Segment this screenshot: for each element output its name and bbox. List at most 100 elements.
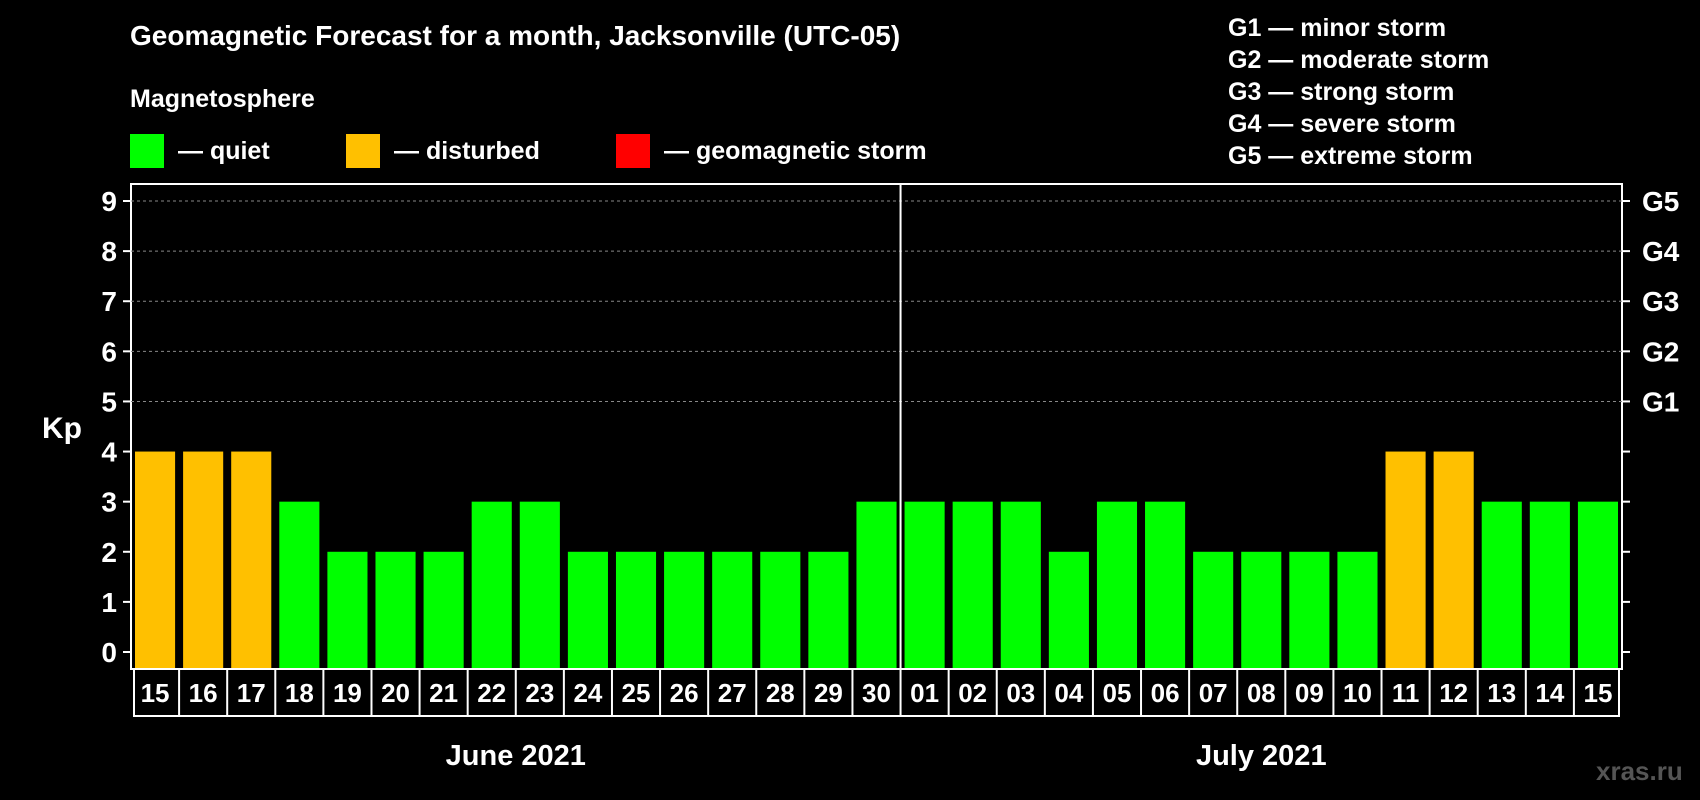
y-tick-label: 9 bbox=[101, 186, 117, 217]
kp-bar bbox=[1385, 451, 1426, 668]
legend-disturbed-label: — disturbed bbox=[394, 136, 540, 165]
legend-storm-swatch bbox=[616, 134, 650, 168]
x-tick-label: 18 bbox=[285, 678, 314, 708]
x-tick-label: 26 bbox=[670, 678, 699, 708]
storm-level-label: G1 bbox=[1642, 386, 1679, 417]
legend-disturbed-swatch bbox=[346, 134, 380, 168]
kp-bar bbox=[423, 551, 464, 668]
kp-bar bbox=[1433, 451, 1474, 668]
storm-scale-g1: G1 — minor storm bbox=[1228, 14, 1447, 42]
kp-bar bbox=[664, 551, 705, 668]
storm-level-label: G2 bbox=[1642, 336, 1679, 367]
legend-quiet: — quiet bbox=[130, 134, 270, 168]
kp-bar bbox=[183, 451, 224, 668]
y-tick-label: 0 bbox=[101, 637, 117, 668]
kp-bar bbox=[1337, 551, 1378, 668]
x-tick-label: 25 bbox=[622, 678, 651, 708]
chart-title: Geomagnetic Forecast for a month, Jackso… bbox=[130, 20, 901, 51]
y-tick-label: 2 bbox=[101, 537, 117, 568]
x-tick-label: 30 bbox=[862, 678, 891, 708]
kp-bar bbox=[952, 501, 993, 668]
kp-bar bbox=[135, 451, 176, 668]
y-axis-label: Kp bbox=[42, 412, 82, 445]
kp-bar bbox=[1145, 501, 1186, 668]
legend-storm-label: — geomagnetic storm bbox=[664, 136, 927, 165]
x-tick-label: 05 bbox=[1103, 678, 1132, 708]
kp-bar bbox=[760, 551, 801, 668]
legend-quiet-swatch bbox=[130, 134, 164, 168]
kp-bar bbox=[471, 501, 512, 668]
x-tick-label: 10 bbox=[1343, 678, 1372, 708]
kp-bar bbox=[327, 551, 368, 668]
kp-bar bbox=[1529, 501, 1570, 668]
kp-bar bbox=[519, 501, 560, 668]
legend-disturbed: — disturbed bbox=[346, 134, 540, 168]
legend-quiet-label: — quiet bbox=[178, 136, 270, 165]
x-tick-label: 08 bbox=[1247, 678, 1276, 708]
x-tick-label: 12 bbox=[1439, 678, 1468, 708]
x-tick-label: 14 bbox=[1535, 678, 1564, 708]
x-tick-label: 09 bbox=[1295, 678, 1324, 708]
storm-scale-legend: G1 — minor storm G2 — moderate storm G3 … bbox=[1228, 12, 1489, 172]
storm-level-label: G4 bbox=[1642, 236, 1680, 267]
kp-bar bbox=[1241, 551, 1282, 668]
storm-scale-g5: G5 — extreme storm bbox=[1228, 142, 1473, 170]
x-tick-label: 20 bbox=[381, 678, 410, 708]
x-tick-label: 22 bbox=[477, 678, 506, 708]
x-tick-label: 19 bbox=[333, 678, 362, 708]
storm-scale-g2: G2 — moderate storm bbox=[1228, 46, 1490, 74]
y-tick-label: 5 bbox=[101, 386, 117, 417]
storm-scale-g3: G3 — strong storm bbox=[1228, 78, 1455, 106]
x-tick-label: 24 bbox=[573, 678, 602, 708]
kp-bar bbox=[856, 501, 897, 668]
month-label: June 2021 bbox=[446, 740, 586, 772]
storm-scale-g4: G4 — severe storm bbox=[1228, 110, 1456, 138]
y-tick-label: 8 bbox=[101, 236, 117, 267]
kp-bar bbox=[1577, 501, 1618, 668]
kp-bar bbox=[1289, 551, 1330, 668]
date-row-frame bbox=[133, 668, 1620, 717]
y-tick-label: 6 bbox=[101, 336, 117, 367]
x-tick-label: 17 bbox=[237, 678, 266, 708]
x-tick-label: 21 bbox=[429, 678, 458, 708]
kp-bar bbox=[1048, 551, 1089, 668]
magnetosphere-label: Magnetosphere bbox=[130, 85, 315, 113]
kp-bar bbox=[615, 551, 657, 668]
x-tick-label: 15 bbox=[141, 678, 170, 708]
x-tick-label: 01 bbox=[910, 678, 939, 708]
storm-level-label: G5 bbox=[1642, 186, 1679, 217]
x-tick-label: 03 bbox=[1006, 678, 1035, 708]
kp-bar bbox=[567, 551, 608, 668]
x-tick-label: 23 bbox=[525, 678, 554, 708]
x-tick-label: 13 bbox=[1487, 678, 1516, 708]
legend-storm: — geomagnetic storm bbox=[616, 134, 927, 168]
kp-bar bbox=[904, 501, 945, 668]
x-tick-label: 15 bbox=[1583, 678, 1612, 708]
x-tick-label: 28 bbox=[766, 678, 795, 708]
x-tick-label: 29 bbox=[814, 678, 843, 708]
kp-bar bbox=[375, 551, 416, 668]
x-tick-label: 02 bbox=[958, 678, 987, 708]
storm-level-label: G3 bbox=[1642, 286, 1679, 317]
y-tick-label: 7 bbox=[101, 286, 117, 317]
kp-bar bbox=[1096, 501, 1138, 668]
kp-bar bbox=[279, 501, 320, 668]
x-tick-label: 04 bbox=[1054, 678, 1083, 708]
x-tick-label: 11 bbox=[1392, 678, 1420, 708]
kp-bar bbox=[808, 551, 849, 668]
y-tick-label: 4 bbox=[101, 437, 117, 468]
kp-bar bbox=[231, 451, 272, 668]
x-tick-label: 27 bbox=[718, 678, 747, 708]
kp-bar bbox=[1481, 501, 1522, 668]
watermark: xras.ru bbox=[1596, 756, 1683, 786]
kp-bar bbox=[1000, 501, 1041, 668]
kp-bar bbox=[712, 551, 753, 668]
month-label: July 2021 bbox=[1196, 740, 1327, 772]
kp-bar bbox=[1193, 551, 1234, 668]
x-tick-label: 16 bbox=[189, 678, 218, 708]
x-tick-label: 06 bbox=[1151, 678, 1180, 708]
x-tick-label: 07 bbox=[1199, 678, 1228, 708]
y-tick-label: 1 bbox=[101, 587, 117, 618]
y-tick-label: 3 bbox=[101, 487, 117, 518]
